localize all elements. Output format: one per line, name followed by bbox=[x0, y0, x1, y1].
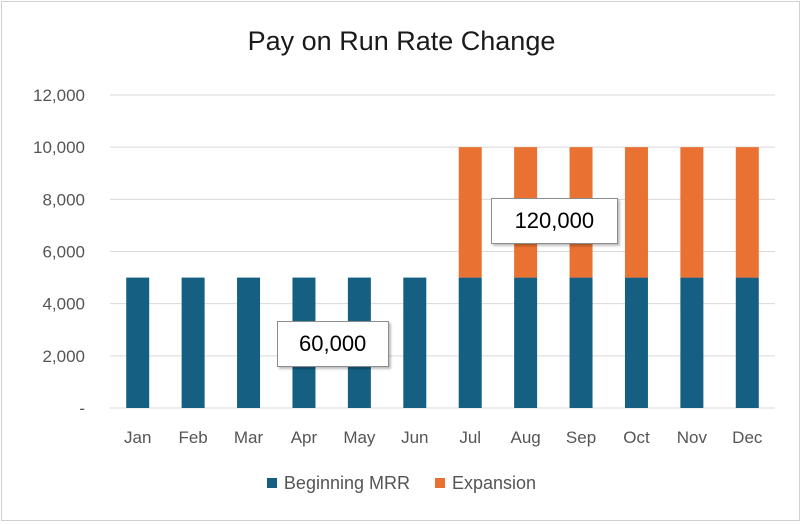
legend-label-expansion: Expansion bbox=[452, 472, 537, 493]
bar-beginning-mrr-aug bbox=[514, 277, 538, 408]
legend: Beginning MRR Expansion bbox=[0, 472, 803, 494]
bar-expansion-oct bbox=[624, 147, 648, 278]
bar-expansion-dec bbox=[735, 147, 759, 278]
bars bbox=[126, 147, 759, 408]
bar-beginning-mrr-jan bbox=[126, 277, 150, 408]
x-tick-label-dec: Dec bbox=[732, 428, 763, 447]
y-tick-label: 4,000 bbox=[42, 295, 85, 314]
annotation-second-half-total: 120,000 bbox=[490, 198, 618, 245]
x-tick-label-oct: Oct bbox=[623, 428, 650, 447]
y-tick-label: 10,000 bbox=[33, 138, 85, 157]
bar-beginning-mrr-dec bbox=[735, 277, 759, 408]
bar-expansion-jul bbox=[458, 147, 482, 278]
legend-item-beginning-mrr: Beginning MRR bbox=[266, 472, 410, 494]
y-tick-label: 6,000 bbox=[42, 243, 85, 262]
x-tick-label-aug: Aug bbox=[511, 428, 541, 447]
x-tick-label-jul: Jul bbox=[459, 428, 481, 447]
chart-title: Pay on Run Rate Change bbox=[247, 26, 556, 56]
legend-swatch-beginning-mrr bbox=[266, 478, 277, 488]
bar-beginning-mrr-feb bbox=[181, 277, 205, 408]
x-axis-ticks: Jan Feb Mar Apr May Jun Jul Aug Sep Oct Nov Dec bbox=[124, 428, 763, 447]
x-tick-label-sep: Sep bbox=[566, 428, 596, 447]
bar-beginning-mrr-nov bbox=[680, 277, 704, 408]
bar-beginning-mrr-sep bbox=[569, 277, 593, 408]
x-tick-label-jun: Jun bbox=[401, 428, 428, 447]
x-tick-label-apr: Apr bbox=[291, 428, 318, 447]
bar-beginning-mrr-jun bbox=[403, 277, 427, 408]
y-tick-label: 2,000 bbox=[42, 347, 85, 366]
bar-beginning-mrr-mar bbox=[237, 277, 261, 408]
y-tick-label: - bbox=[79, 399, 85, 418]
legend-swatch-expansion bbox=[435, 478, 445, 488]
annotation-first-half-total: 60,000 bbox=[276, 320, 389, 367]
legend-item-expansion: Expansion bbox=[435, 473, 536, 494]
y-tick-label: 8,000 bbox=[42, 190, 85, 209]
legend-label-beginning-mrr: Beginning MRR bbox=[283, 472, 410, 493]
bar-beginning-mrr-jul bbox=[458, 277, 482, 408]
x-tick-label-may: May bbox=[343, 428, 376, 447]
x-tick-label-mar: Mar bbox=[234, 428, 264, 447]
y-axis-ticks: - 2,000 4,000 6,000 8,000 10,000 12,000 bbox=[33, 86, 85, 418]
x-tick-label-nov: Nov bbox=[677, 428, 708, 447]
bar-beginning-mrr-oct bbox=[624, 277, 648, 408]
x-tick-label-jan: Jan bbox=[124, 428, 151, 447]
y-tick-label: 12,000 bbox=[33, 86, 85, 105]
gridlines bbox=[110, 94, 775, 409]
bar-expansion-nov bbox=[680, 147, 704, 278]
x-tick-label-feb: Feb bbox=[178, 428, 207, 447]
